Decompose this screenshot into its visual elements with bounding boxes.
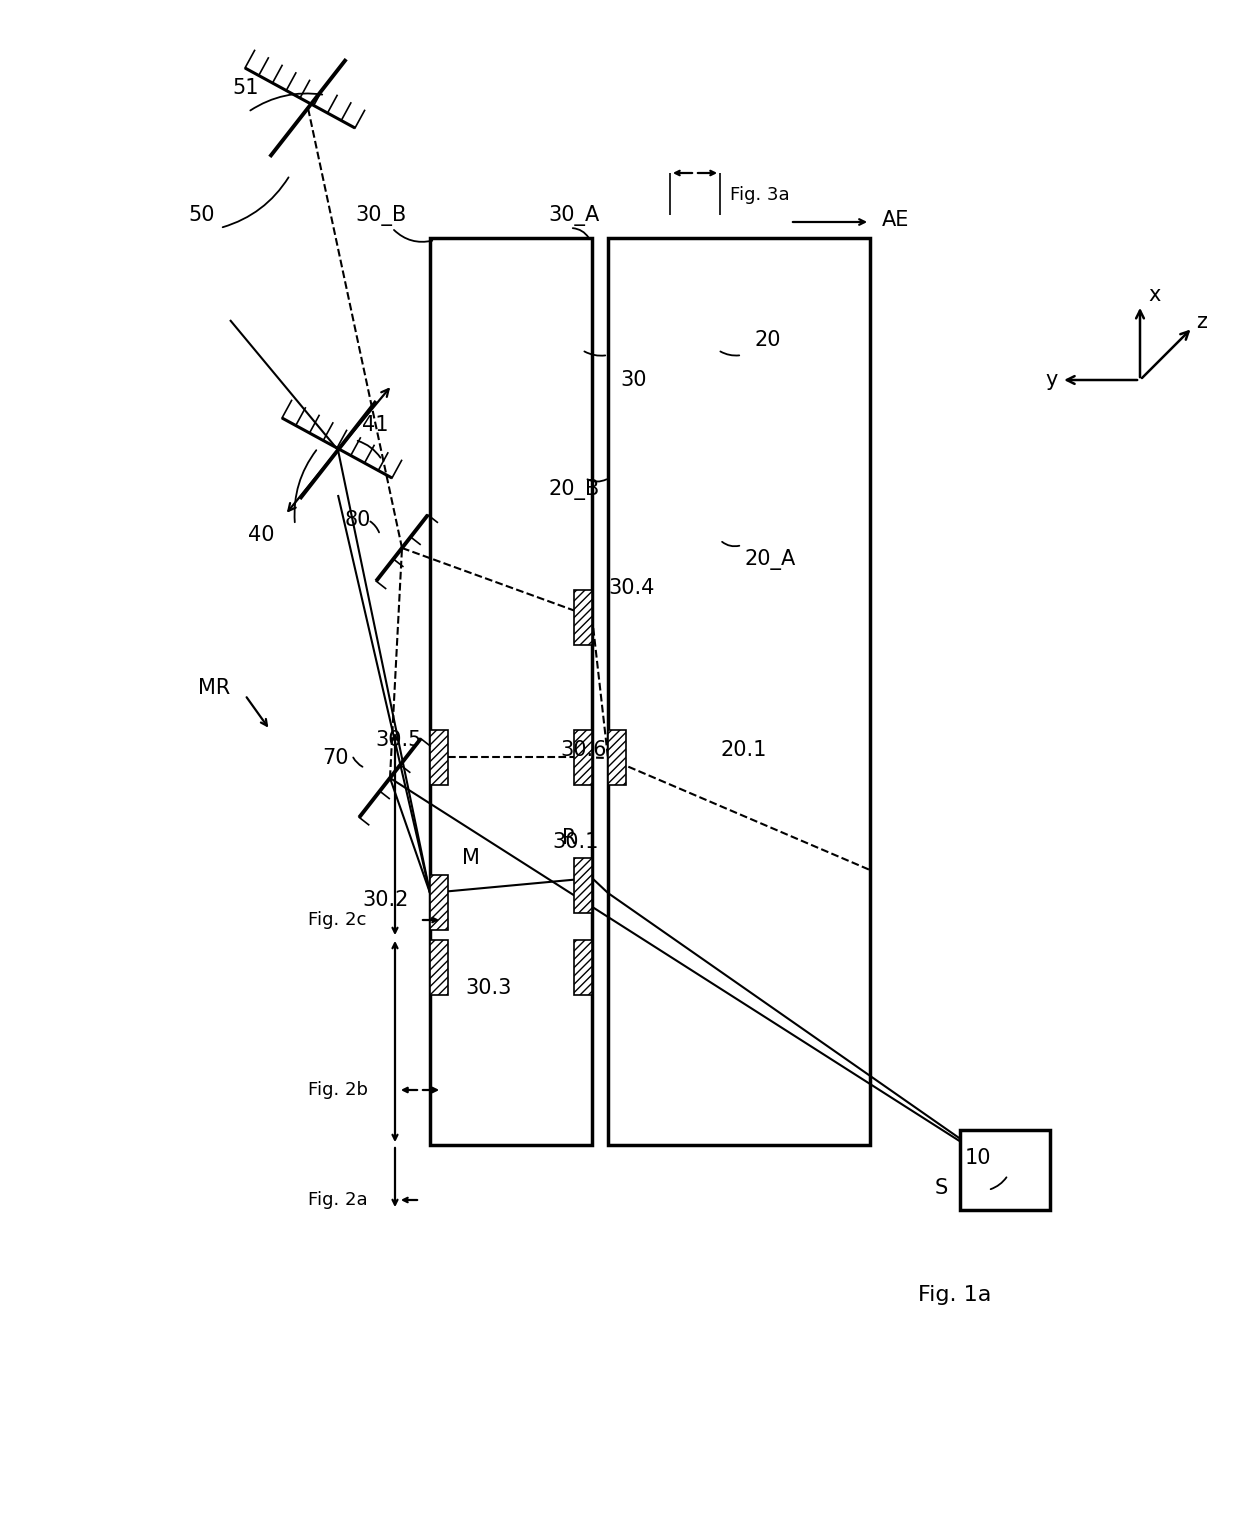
Text: 30.6: 30.6 — [560, 740, 606, 759]
Text: 30.1: 30.1 — [552, 833, 599, 852]
Bar — [430, 941, 448, 995]
Bar — [574, 858, 591, 913]
Text: S: S — [935, 1178, 949, 1198]
Text: MR: MR — [198, 677, 231, 699]
Text: 30_B: 30_B — [355, 204, 407, 225]
Text: 20_A: 20_A — [745, 549, 796, 571]
Text: z: z — [1197, 312, 1207, 332]
Text: 80: 80 — [345, 510, 371, 530]
Text: y: y — [1045, 370, 1058, 390]
Bar — [430, 875, 448, 930]
Text: M: M — [463, 848, 480, 868]
Bar — [574, 941, 591, 995]
Text: Fig. 2c: Fig. 2c — [308, 912, 366, 928]
Bar — [608, 237, 870, 1145]
Text: 30: 30 — [620, 370, 646, 390]
Text: 30.3: 30.3 — [465, 979, 511, 998]
Bar — [960, 1129, 1050, 1210]
Bar — [430, 731, 448, 785]
Text: 30_A: 30_A — [548, 204, 599, 225]
Text: 10: 10 — [965, 1148, 992, 1167]
Text: 41: 41 — [362, 416, 388, 435]
Bar — [608, 731, 626, 785]
Text: 30.5: 30.5 — [374, 731, 422, 750]
Text: Fig. 3a: Fig. 3a — [730, 186, 790, 204]
Text: R: R — [562, 828, 577, 848]
Text: 20: 20 — [755, 330, 781, 350]
Text: 50: 50 — [188, 205, 215, 225]
Text: Fig. 2b: Fig. 2b — [308, 1081, 368, 1099]
Text: 20_B: 20_B — [548, 479, 599, 501]
Bar — [430, 237, 591, 1145]
Text: Fig. 1a: Fig. 1a — [918, 1285, 991, 1304]
Text: 40: 40 — [248, 525, 274, 545]
Text: x: x — [1148, 285, 1161, 304]
Bar — [574, 731, 591, 785]
Text: 30.2: 30.2 — [362, 890, 408, 910]
Text: 70: 70 — [322, 747, 348, 769]
Bar — [574, 591, 591, 645]
Text: AE: AE — [882, 210, 909, 230]
Text: 51: 51 — [232, 78, 258, 97]
Text: Fig. 2a: Fig. 2a — [308, 1192, 367, 1208]
Text: 20.1: 20.1 — [720, 740, 766, 759]
Text: 30.4: 30.4 — [608, 578, 655, 598]
